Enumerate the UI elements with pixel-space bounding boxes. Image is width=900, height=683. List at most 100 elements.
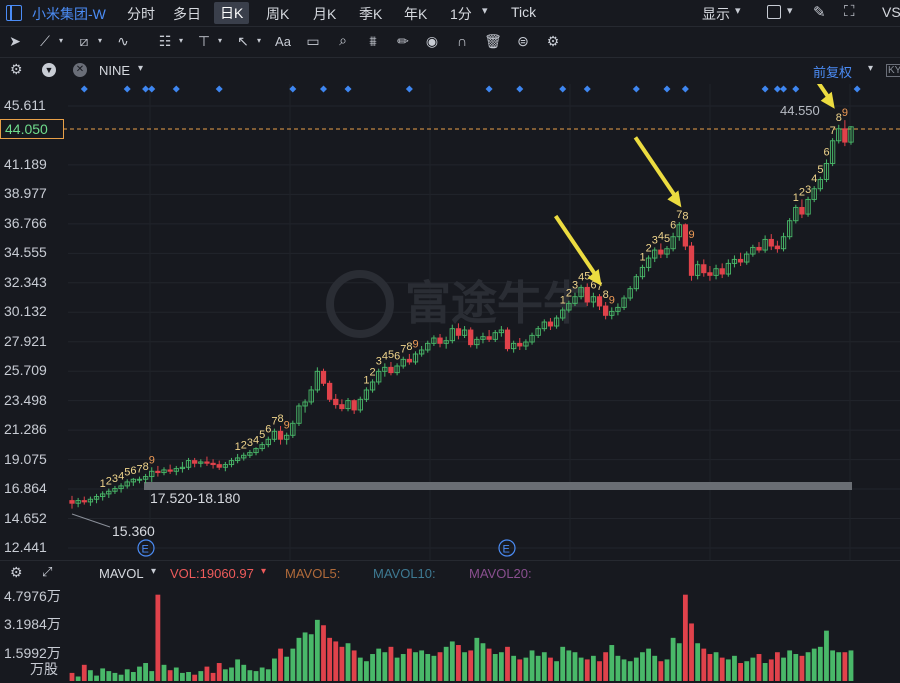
gear-icon[interactable]: ⚙ (10, 61, 23, 77)
fullscreen-icon[interactable]: ⛶ (844, 3, 855, 20)
event-marker-label: E (142, 544, 149, 556)
candle-body (418, 349, 425, 355)
close-icon[interactable]: ✕ (73, 63, 87, 77)
cursor-icon[interactable]: ➤ (9, 33, 21, 49)
chevron-down-icon[interactable]: ▾ (151, 566, 157, 577)
volume-bar (265, 669, 271, 681)
chevron-down-icon[interactable]: ▾ (868, 63, 874, 74)
volume-bar (511, 655, 517, 681)
volume-bar (272, 658, 277, 681)
candle-body (652, 249, 658, 259)
brush-icon[interactable]: ✎ (813, 4, 826, 21)
chevron-down-icon[interactable]: ▾ (59, 36, 64, 45)
panel-toggle-icon[interactable] (6, 5, 22, 21)
callout-arrow-head (820, 91, 835, 109)
eye-icon[interactable]: ◉ (425, 33, 439, 49)
text-tool-icon[interactable]: Aa (275, 34, 291, 49)
settings-icon[interactable]: ⚙ (546, 33, 560, 49)
comment-icon[interactable]: ▭ (306, 33, 320, 49)
line-tool-icon[interactable]: ⟋ (40, 33, 50, 49)
horizontal-line-icon[interactable]: ⊤ (197, 33, 211, 49)
signal-diamond (853, 85, 861, 93)
nine-count-label: 1 (560, 294, 566, 306)
volume-chart[interactable] (0, 585, 900, 683)
price-tick-label: 34.555 (4, 244, 47, 261)
pattern-icon[interactable]: ⩩ (369, 33, 377, 49)
volume-bar (130, 672, 136, 681)
mavol5-label: MAVOL5: (285, 566, 341, 581)
signal-diamond (681, 85, 689, 93)
volume-bar (689, 623, 694, 681)
fib-tool-icon[interactable]: ☷ (158, 33, 172, 49)
chevron-down-icon[interactable]: ▾ (138, 63, 144, 74)
nine-count-label: 8 (836, 112, 842, 124)
volume-bar (597, 661, 602, 681)
timeframe-daily[interactable]: 日K (214, 2, 250, 24)
volume-bar (124, 669, 130, 681)
arrow-tool-icon[interactable]: ↖ (237, 33, 249, 49)
timeframe-quarterly[interactable]: 季K (359, 6, 383, 22)
stock-name[interactable]: 小米集团-W (32, 6, 106, 22)
candle-body (517, 342, 523, 347)
timeframe-minute[interactable]: 1分 (450, 6, 472, 22)
channel-tool-icon[interactable]: ⧄ (79, 33, 89, 49)
volume-bar (296, 637, 302, 681)
timeframe-weekly[interactable]: 周K (266, 6, 290, 22)
candle-body (498, 329, 505, 334)
candle-body (400, 358, 406, 367)
timeframe-yearly[interactable]: 年K (404, 6, 428, 22)
chevron-down-icon[interactable]: ▾ (482, 5, 488, 17)
timeframe-multiday[interactable]: 多日 (173, 6, 201, 22)
volume-bar (388, 646, 394, 681)
volume-indicator-name[interactable]: MAVOL (99, 566, 144, 581)
nine-count-label: 2 (799, 186, 805, 198)
chevron-down-icon[interactable]: ▾ (735, 5, 741, 17)
display-menu[interactable]: 显示 (702, 6, 730, 22)
candle-body (124, 481, 130, 487)
wave-tool-icon[interactable]: ∿ (117, 33, 129, 49)
candle-body (296, 405, 302, 424)
nine-count-label: 8 (143, 461, 149, 473)
collapse-icon[interactable]: ▼ (42, 63, 56, 77)
nine-count-label: 9 (412, 338, 418, 350)
timeframe-monthly[interactable]: 月K (313, 6, 337, 22)
compare-vs[interactable]: VS (882, 4, 900, 20)
magnifier-icon[interactable]: ⌕ (339, 32, 347, 48)
magnet-icon[interactable]: ∩ (456, 33, 468, 49)
volume-bar (345, 643, 351, 681)
candle-body (431, 337, 437, 344)
adjust-mode[interactable]: 前复权 (813, 65, 853, 80)
candle-body (615, 306, 621, 312)
timeframe-intraday[interactable]: 分时 (127, 6, 155, 22)
sync-icon[interactable]: ⊜ (517, 33, 529, 49)
volume-bar (167, 670, 173, 681)
volume-bar (505, 646, 510, 681)
candle-body (394, 365, 400, 374)
nine-count-label: 1 (639, 252, 645, 264)
candle-body (523, 341, 529, 347)
layout-square-icon[interactable] (767, 5, 781, 19)
pencil-icon[interactable]: ✏ (397, 33, 409, 49)
volume-bar (210, 672, 216, 681)
nine-count-label: 3 (112, 473, 118, 485)
trash-icon[interactable]: 🗑 (484, 33, 502, 49)
candle-body (455, 328, 462, 336)
candle-body (271, 430, 278, 440)
chevron-down-icon[interactable]: ▾ (261, 566, 267, 577)
chevron-down-icon[interactable]: ▾ (98, 36, 103, 45)
chevron-down-icon[interactable]: ▾ (218, 36, 223, 45)
volume-bar (560, 646, 566, 681)
expand-icon[interactable]: ⤢ (42, 564, 53, 579)
timeframe-tick[interactable]: Tick (511, 4, 537, 20)
volume-bar (695, 643, 701, 681)
chevron-down-icon[interactable]: ▾ (787, 5, 793, 17)
chevron-down-icon[interactable]: ▾ (179, 36, 184, 45)
candle-body (633, 276, 639, 290)
signal-diamond (632, 85, 640, 93)
gear-icon[interactable]: ⚙ (10, 564, 23, 580)
chevron-down-icon[interactable]: ▾ (257, 36, 262, 45)
candle-body (670, 236, 676, 250)
indicator-name[interactable]: NINE (99, 63, 131, 78)
